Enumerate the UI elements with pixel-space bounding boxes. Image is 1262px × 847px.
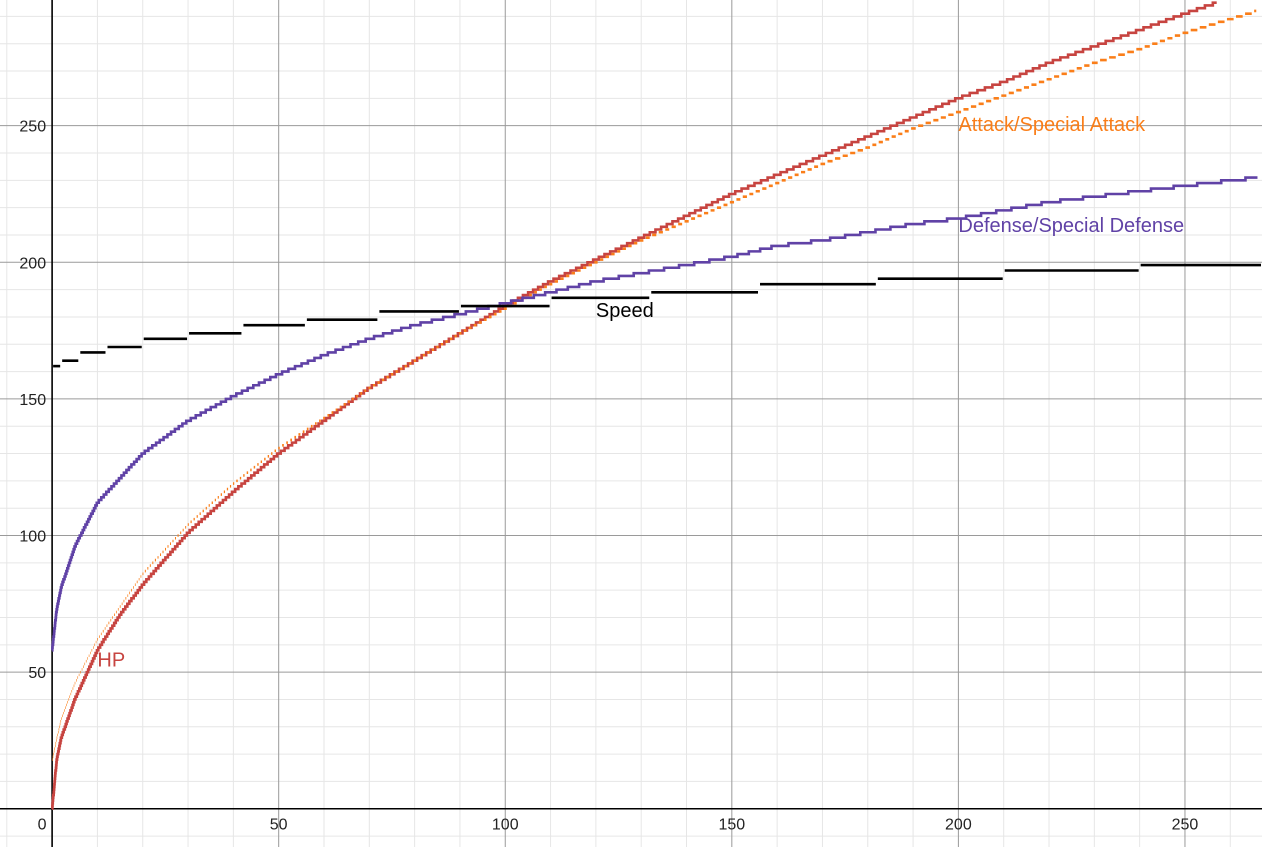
annotation-layer: HP Attack/Special Attack Defense/Special D…	[97, 114, 1184, 672]
series-line-defense-special-defense	[51, 176, 1258, 652]
x-tick-label: 50	[270, 817, 288, 834]
series-label-defense-special-defense: Defense/Special Defense	[958, 215, 1184, 237]
series-label-speed: Speed	[596, 300, 654, 322]
series-line-attack-special-attack	[52, 9, 1257, 761]
y-tick-label: 150	[19, 392, 46, 409]
x-tick-label: 150	[718, 817, 745, 834]
x-tick-label: 250	[1172, 817, 1199, 834]
y-tick-label: 100	[19, 529, 46, 546]
series-label-attack-special-attack: Attack/Special Attack	[958, 114, 1146, 136]
series-attack-special-attack	[52, 9, 1257, 761]
series-speed	[53, 263, 1261, 368]
y-tick-label: 250	[19, 119, 46, 136]
y-tick-label: 50	[28, 665, 46, 682]
series-line-hp	[51, 1, 1217, 811]
series-defense-special-defense	[51, 176, 1258, 652]
x-tick-label: 0	[38, 817, 47, 834]
series-layer	[51, 1, 1261, 811]
x-tick-label: 100	[492, 817, 519, 834]
series-hp	[51, 1, 1217, 811]
tick-layer: 0 50 100 150 200 250 50 100 150 200 250	[19, 119, 1198, 834]
series-label-hp: HP	[97, 650, 125, 672]
x-tick-label: 200	[945, 817, 972, 834]
y-tick-label: 200	[19, 255, 46, 272]
